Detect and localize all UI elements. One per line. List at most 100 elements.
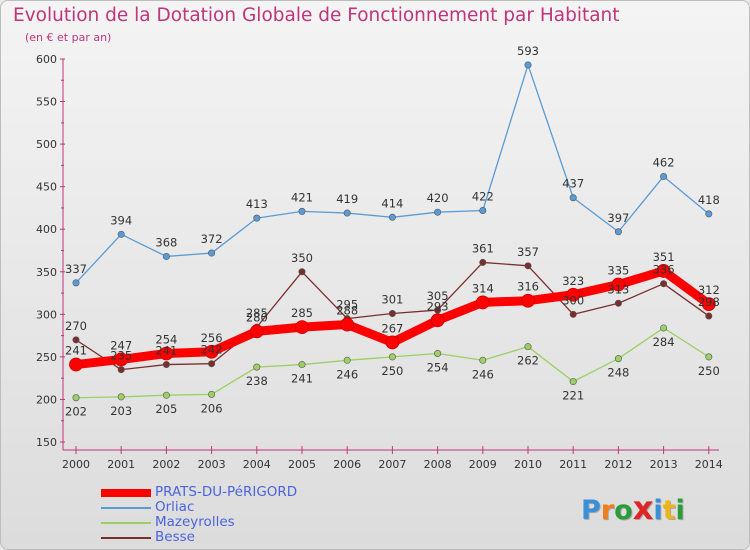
data-label: 422: [472, 189, 494, 203]
data-label: 280: [246, 310, 268, 324]
data-label: 254: [427, 360, 449, 374]
data-label: 419: [336, 192, 358, 206]
data-point: [434, 349, 442, 357]
data-label: 254: [155, 332, 177, 346]
data-point: [385, 335, 400, 350]
data-point: [656, 264, 671, 278]
data-label: 241: [65, 344, 87, 358]
data-label: 288: [336, 304, 358, 318]
y-tick-label: 500: [36, 138, 57, 151]
y-tick-label: 200: [36, 393, 57, 406]
y-tick-label: 300: [36, 308, 57, 321]
legend-swatch: [101, 489, 151, 497]
series-line-orliac: [75, 64, 710, 284]
data-point: [614, 355, 622, 363]
data-point: [614, 299, 622, 307]
data-point: [705, 312, 713, 320]
data-point: [340, 317, 355, 332]
x-tick-label: 2009: [469, 458, 497, 471]
data-point: [208, 390, 216, 398]
data-point: [162, 361, 170, 369]
data-label: 270: [65, 319, 87, 333]
x-tick-label: 2006: [333, 458, 361, 471]
data-label: 256: [201, 331, 223, 345]
y-tick-label: 250: [36, 351, 57, 364]
data-label: 420: [427, 191, 449, 205]
data-point: [569, 194, 577, 202]
data-point: [117, 393, 125, 401]
data-label: 241: [155, 344, 177, 358]
data-label: 235: [110, 349, 132, 363]
data-point: [434, 208, 442, 216]
data-point: [479, 206, 487, 214]
x-tick-label: 2005: [288, 458, 316, 471]
data-label: 202: [65, 405, 87, 419]
data-point: [430, 313, 445, 328]
data-label: 437: [562, 177, 584, 191]
data-label: 368: [155, 235, 177, 249]
data-point: [253, 363, 261, 371]
data-label: 314: [472, 281, 494, 295]
data-point: [159, 346, 174, 361]
data-label: 295: [336, 298, 358, 312]
data-label: 301: [381, 292, 403, 306]
data-point: [72, 279, 80, 287]
y-tick-label: 600: [36, 53, 57, 66]
data-point: [701, 297, 716, 312]
data-point: [660, 280, 668, 288]
data-label: 361: [472, 241, 494, 255]
data-label: 462: [653, 155, 675, 169]
x-tick-label: 2000: [62, 458, 90, 471]
data-label: 247: [110, 338, 132, 352]
data-point: [660, 172, 668, 180]
data-label: 414: [381, 196, 403, 210]
data-point: [72, 394, 80, 402]
data-label: 312: [698, 283, 720, 297]
x-tick-label: 2011: [559, 458, 587, 471]
data-point: [162, 391, 170, 399]
x-tick-label: 2003: [198, 458, 226, 471]
legend-label: Besse: [155, 529, 195, 545]
data-label: 293: [427, 299, 449, 313]
data-label: 246: [336, 367, 358, 381]
data-point: [343, 209, 351, 217]
data-label: 413: [246, 197, 268, 211]
x-tick-label: 2002: [152, 458, 180, 471]
data-label: 241: [291, 372, 313, 386]
data-point: [569, 310, 577, 318]
data-label: 285: [291, 306, 313, 320]
legend-label: Mazeyrolles: [155, 514, 235, 530]
data-label: 248: [607, 366, 629, 380]
data-point: [343, 356, 351, 364]
data-label: 250: [698, 364, 720, 378]
data-label: 336: [653, 263, 675, 277]
x-tick-label: 2014: [695, 458, 723, 471]
legend-label: Orliac: [155, 499, 195, 515]
data-point: [705, 210, 713, 218]
data-label: 394: [110, 213, 132, 227]
data-point: [475, 295, 490, 310]
data-label: 246: [472, 367, 494, 381]
data-label: 262: [517, 354, 539, 368]
data-point: [204, 344, 219, 359]
data-label: 397: [607, 211, 629, 225]
data-point: [388, 309, 396, 317]
data-point: [298, 268, 306, 276]
x-tick-label: 2008: [424, 458, 452, 471]
data-point: [569, 378, 577, 386]
data-point: [208, 360, 216, 368]
y-tick-label: 400: [36, 223, 57, 236]
x-tick-label: 2013: [650, 458, 678, 471]
legend-swatch: [101, 537, 151, 539]
data-point: [388, 213, 396, 221]
data-point: [298, 207, 306, 215]
data-label: 305: [427, 289, 449, 303]
data-point: [388, 353, 396, 361]
data-point: [524, 262, 532, 270]
data-label: 205: [155, 402, 177, 416]
data-point: [479, 356, 487, 364]
data-point: [705, 353, 713, 361]
data-point: [208, 249, 216, 257]
data-point: [566, 287, 581, 302]
